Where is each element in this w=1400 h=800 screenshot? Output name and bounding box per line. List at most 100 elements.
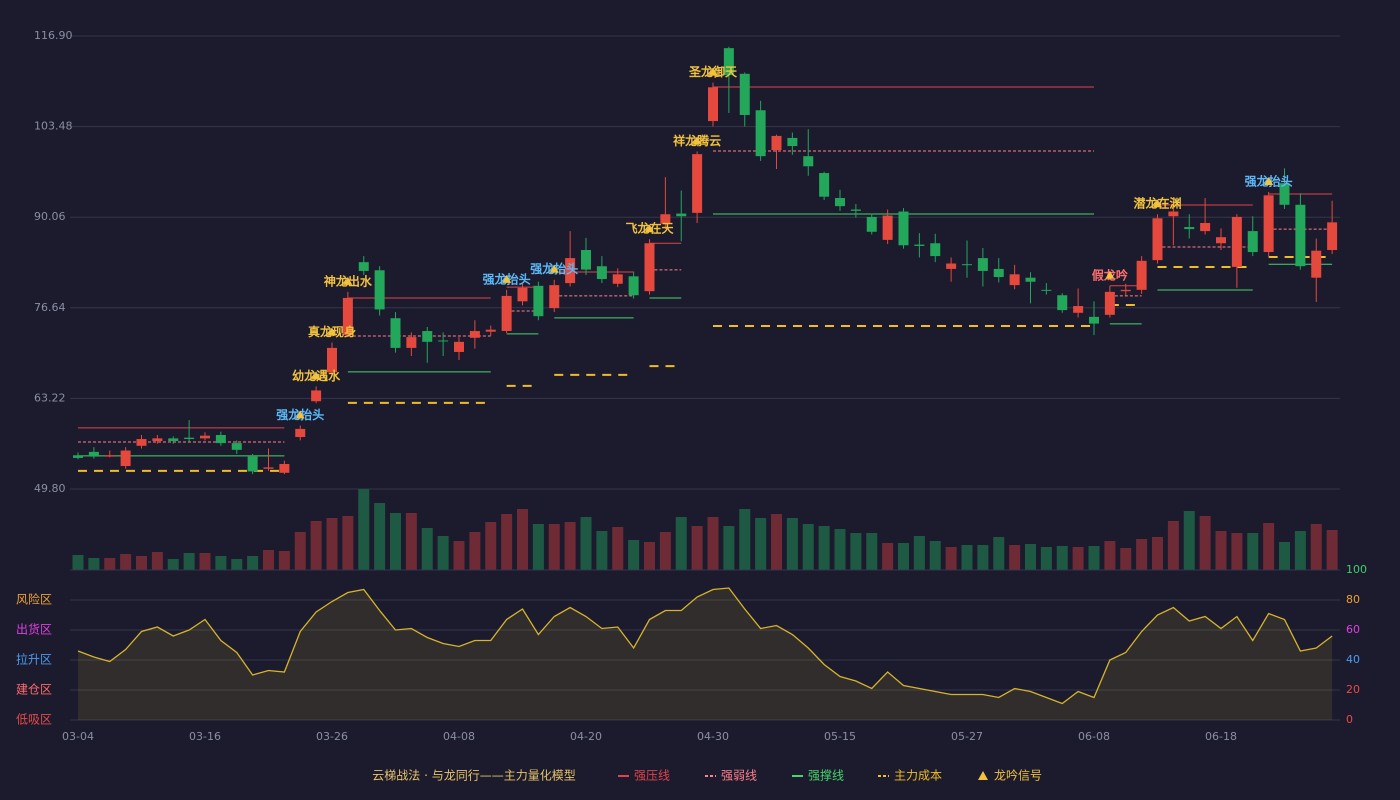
volume-bar — [1040, 547, 1052, 570]
volume-bar — [151, 552, 163, 570]
volume-bar — [183, 553, 195, 570]
candle-body — [565, 258, 576, 284]
volume-bar — [88, 558, 100, 570]
candle-body — [644, 243, 655, 292]
volume-bar — [596, 531, 608, 570]
x-tick-label: 04-20 — [570, 730, 602, 743]
candle-body — [422, 331, 433, 342]
candle-body — [993, 268, 1004, 278]
candle-body — [723, 48, 734, 76]
candle-body — [1247, 231, 1258, 253]
candle-body — [469, 331, 480, 338]
candle-body — [787, 137, 798, 147]
candle-body — [803, 156, 814, 167]
volume-bar — [1263, 523, 1275, 570]
candle-body — [628, 276, 639, 296]
volume-bar — [1152, 537, 1163, 570]
candle-body — [454, 341, 464, 352]
candle-body — [438, 340, 449, 342]
candle-body — [1152, 218, 1163, 261]
y-tick-label: 103.48 — [34, 120, 73, 133]
volume-bar — [786, 518, 798, 570]
candle-body — [708, 87, 718, 122]
y2-tick-label: 0 — [1346, 713, 1353, 726]
volume-bar — [1056, 546, 1068, 570]
volume-bar — [1009, 545, 1021, 570]
signal-marker — [1264, 176, 1274, 185]
volume-bar — [278, 551, 290, 570]
candle-body — [1216, 237, 1226, 244]
candle-body — [263, 467, 274, 469]
signal-marker — [1153, 199, 1162, 208]
volume-bar — [421, 528, 433, 570]
volume-bar — [1088, 546, 1100, 570]
volume-bar — [993, 537, 1005, 570]
x-tick-label: 06-18 — [1205, 730, 1237, 743]
volume-bar — [1294, 531, 1306, 570]
candle-body — [200, 435, 210, 439]
volume-bar — [866, 533, 878, 570]
zone-label: 建仓区 — [16, 683, 52, 697]
x-tick-label: 03-04 — [62, 730, 94, 743]
candle-body — [1231, 216, 1242, 267]
legend-label: 强撑线 — [808, 768, 844, 783]
signal-marker — [549, 264, 559, 273]
candle-body — [1104, 291, 1115, 315]
candle-body — [533, 285, 544, 317]
candle-body — [517, 287, 528, 302]
volume-bar — [771, 514, 782, 570]
candle-body — [1168, 211, 1179, 217]
x-tick-label: 03-26 — [316, 730, 348, 743]
candle-body — [1073, 306, 1084, 313]
legend-label: 龙吟信号 — [994, 768, 1042, 783]
volume-bar — [231, 559, 243, 570]
volume-bar — [1104, 541, 1116, 570]
volume-bar — [501, 514, 513, 570]
volume-bar — [1120, 548, 1132, 570]
volume-bar — [929, 541, 941, 570]
volume-bar — [104, 558, 116, 570]
candle-body — [914, 244, 925, 246]
volume-bar — [136, 556, 147, 570]
y2-tick-label: 100 — [1346, 563, 1367, 576]
candle-body — [1200, 223, 1211, 232]
volume-bar — [961, 545, 973, 570]
candle-body — [1295, 204, 1306, 267]
candle-body — [581, 250, 591, 270]
candle-body — [1120, 289, 1131, 292]
y-tick-label: 116.90 — [34, 29, 73, 42]
candle-body — [946, 263, 957, 269]
y-tick-label: 90.06 — [34, 210, 66, 223]
legend-swatch — [978, 771, 988, 780]
candle-body — [739, 73, 750, 115]
volume-bar — [215, 556, 227, 570]
signal-marker — [311, 371, 321, 380]
volume-bar — [310, 521, 322, 570]
candle-body — [104, 455, 115, 457]
volume-bar — [1136, 539, 1148, 570]
x-tick-label: 05-15 — [824, 730, 856, 743]
candle-body — [819, 173, 830, 197]
candle-body — [136, 439, 147, 446]
candle-body — [930, 243, 941, 257]
volume-bar — [628, 540, 640, 570]
volume-bar — [390, 513, 401, 570]
y2-tick-label: 80 — [1346, 593, 1360, 606]
candle-body — [390, 318, 401, 348]
candle-body — [1025, 277, 1036, 282]
volume-bar — [358, 489, 370, 570]
volume-bar — [1247, 533, 1259, 570]
candle-body — [660, 214, 671, 224]
volume-bar — [945, 547, 957, 570]
y2-tick-label: 20 — [1346, 683, 1360, 696]
candle-body — [596, 266, 607, 280]
x-tick-label: 05-27 — [951, 730, 983, 743]
volume-bar — [247, 556, 259, 570]
candle-body — [1279, 183, 1290, 205]
candle-body — [231, 443, 242, 450]
volume-bar — [405, 513, 417, 570]
zone-label: 拉升区 — [16, 652, 52, 667]
candle-body — [1311, 250, 1322, 278]
volume-bar — [72, 555, 84, 570]
